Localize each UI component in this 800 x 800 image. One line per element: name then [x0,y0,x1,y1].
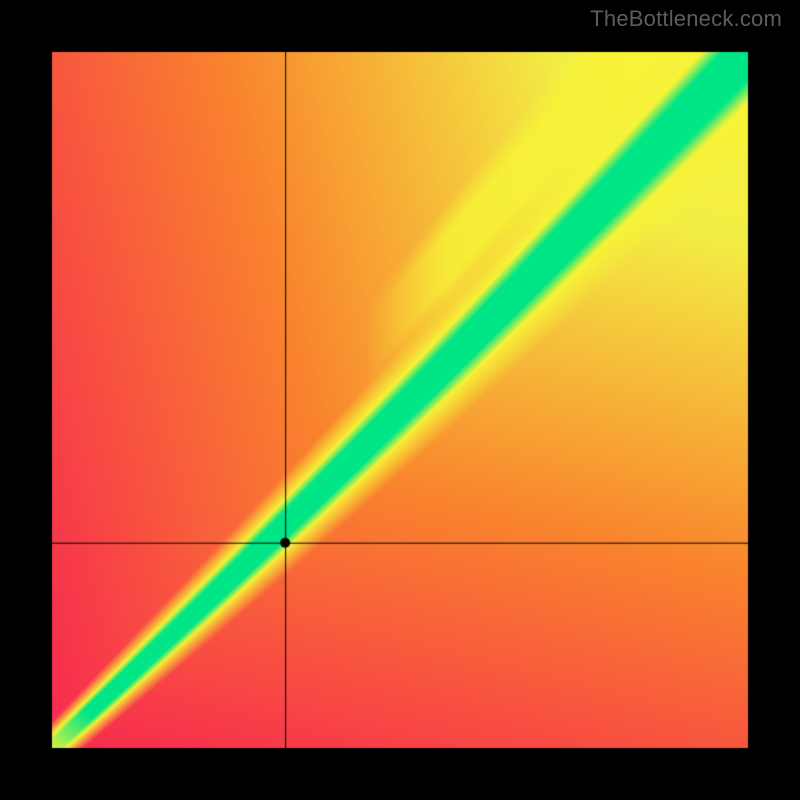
watermark-text: TheBottleneck.com [590,6,782,32]
heatmap-canvas [0,0,800,800]
chart-container: TheBottleneck.com [0,0,800,800]
